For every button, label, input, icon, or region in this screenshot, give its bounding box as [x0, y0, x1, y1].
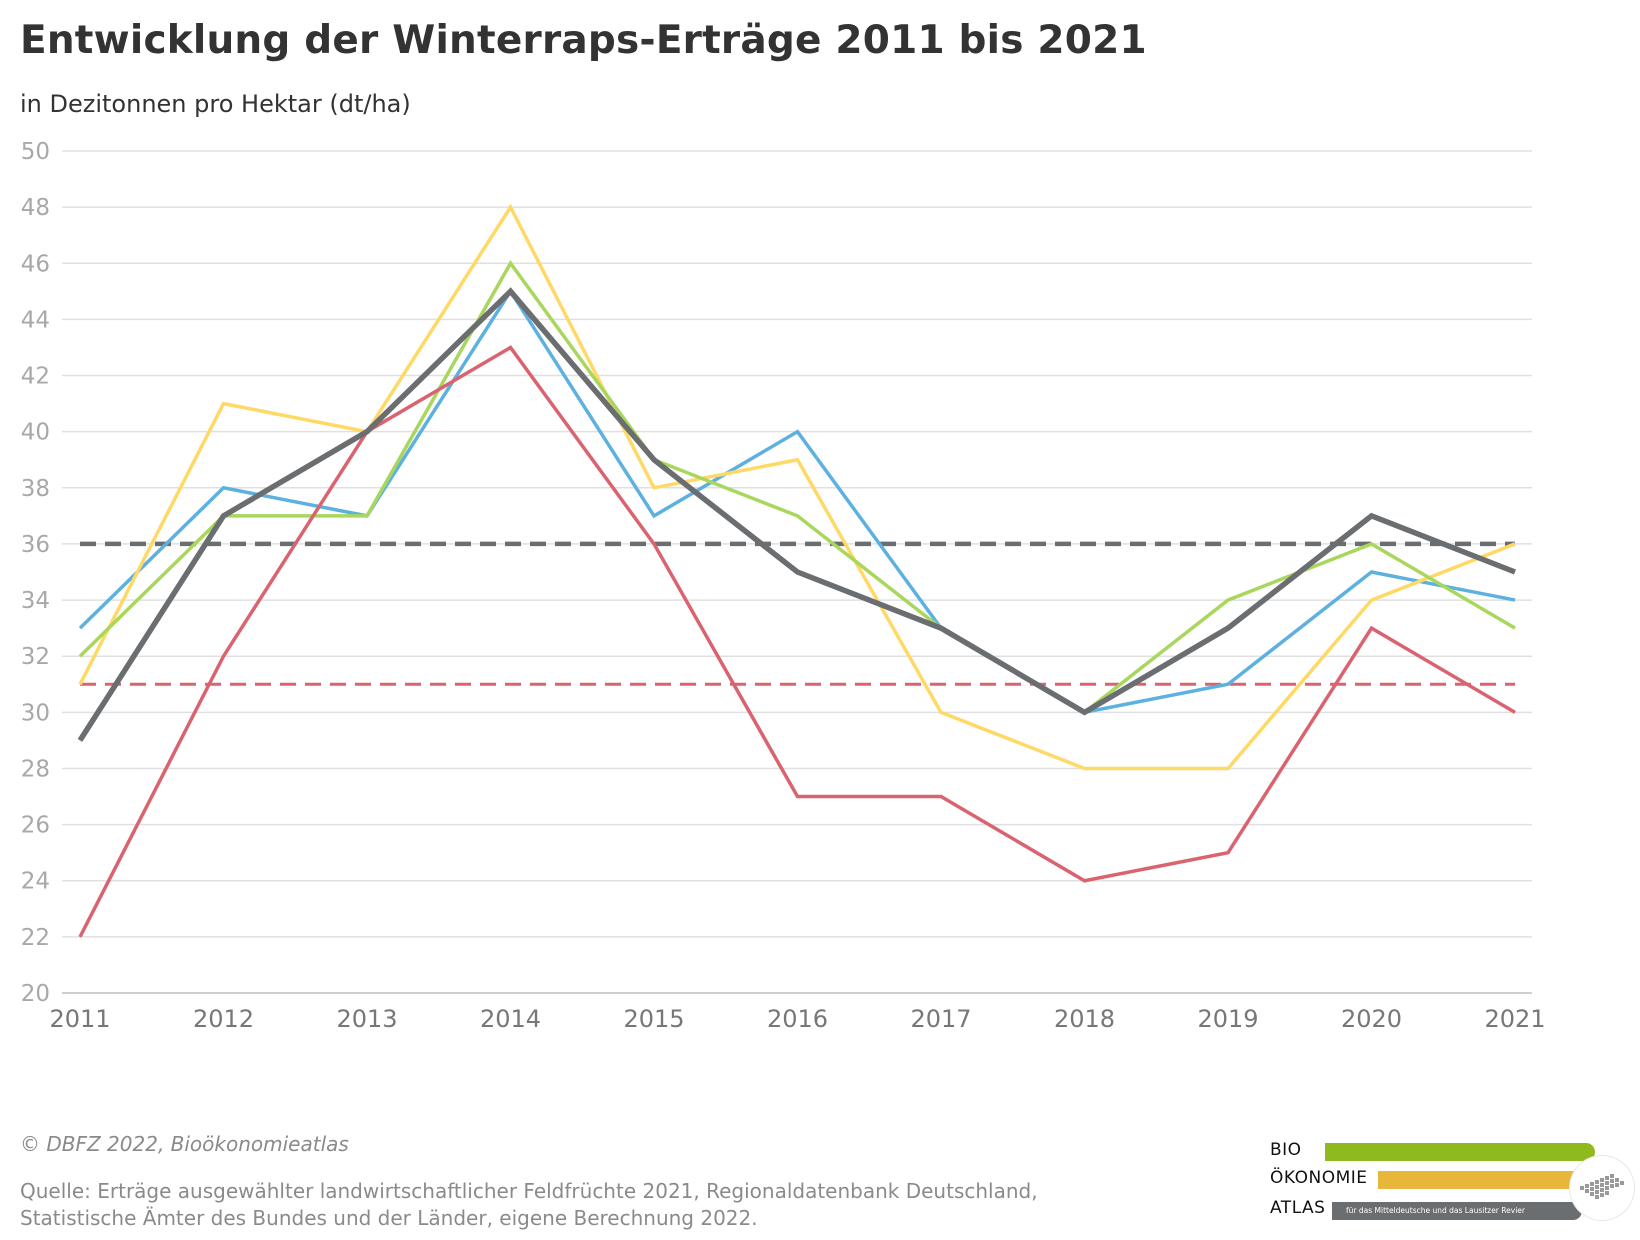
y-tick-label: 44	[21, 307, 50, 333]
x-tick-label: 2012	[193, 1005, 254, 1033]
logo-word-bio: BIO	[1270, 1140, 1302, 1160]
y-tick-label: 22	[21, 925, 50, 951]
x-tick-label: 2015	[623, 1005, 684, 1033]
logo-tagline: für das Mitteldeutsche und das Lausitzer…	[1332, 1202, 1582, 1220]
chart-subtitle: in Dezitonnen pro Hektar (dt/ha)	[20, 90, 411, 118]
source-line-1: Quelle: Erträge ausgewählter landwirtsch…	[20, 1179, 1038, 1203]
series-line-1	[78, 288, 1516, 715]
y-tick-label: 42	[21, 364, 50, 390]
y-tick-label: 34	[21, 588, 50, 614]
x-tick-label: 2019	[1197, 1005, 1258, 1033]
chart-title: Entwicklung der Winterraps-Erträge 2011 …	[20, 18, 1147, 63]
logo-bar-oekonomie	[1378, 1171, 1590, 1189]
y-tick-label: 46	[21, 251, 50, 277]
y-tick-label: 24	[21, 869, 50, 895]
source-line-2: Statistische Ämter des Bundes und der Lä…	[20, 1206, 758, 1230]
source-note: Quelle: Erträge ausgewählter landwirtsch…	[20, 1178, 1038, 1232]
bioeconomy-atlas-logo: BIO ÖKONOMIE ATLAS für das Mitteldeutsch…	[1270, 1140, 1634, 1224]
y-tick-label: 26	[21, 813, 50, 839]
reference-lines	[80, 541, 1515, 686]
x-tick-label: 2016	[767, 1005, 828, 1033]
y-tick-label: 40	[21, 420, 50, 446]
x-tick-label: 2018	[1054, 1005, 1115, 1033]
x-tick-label: 2014	[480, 1005, 541, 1033]
x-tick-label: 2021	[1484, 1005, 1545, 1033]
logo-word-atlas: ATLAS	[1270, 1198, 1326, 1218]
y-tick-label: 50	[21, 139, 50, 165]
y-tick-label: 38	[21, 476, 50, 502]
copyright-note: © DBFZ 2022, Bioökonomieatlas	[20, 1132, 349, 1156]
logo-word-oekonomie: ÖKONOMIE	[1270, 1168, 1368, 1188]
y-axis-ticks: 20 22 24 26 28 30 32 34 36 38 40 42 44 46 48 50	[21, 139, 50, 1007]
series-line-4	[78, 345, 1516, 938]
y-tick-label: 32	[21, 644, 50, 670]
y-tick-label: 48	[21, 195, 50, 221]
x-tick-label: 2013	[336, 1005, 397, 1033]
y-tick-label: 20	[21, 981, 50, 1007]
x-tick-label: 2011	[49, 1005, 110, 1033]
x-tick-label: 2017	[910, 1005, 971, 1033]
x-tick-label: 2020	[1341, 1005, 1402, 1033]
y-tick-label: 36	[21, 532, 50, 558]
y-tick-label: 30	[21, 700, 50, 726]
logo-bar-bio	[1325, 1143, 1595, 1161]
y-tick-label: 28	[21, 756, 50, 782]
series-lines	[77, 203, 1517, 938]
x-axis-ticks: 2011 2012 2013 2014 2015 2016 2017 2018 2019 2020…	[49, 1005, 1545, 1033]
region-map-icon	[1570, 1156, 1634, 1220]
